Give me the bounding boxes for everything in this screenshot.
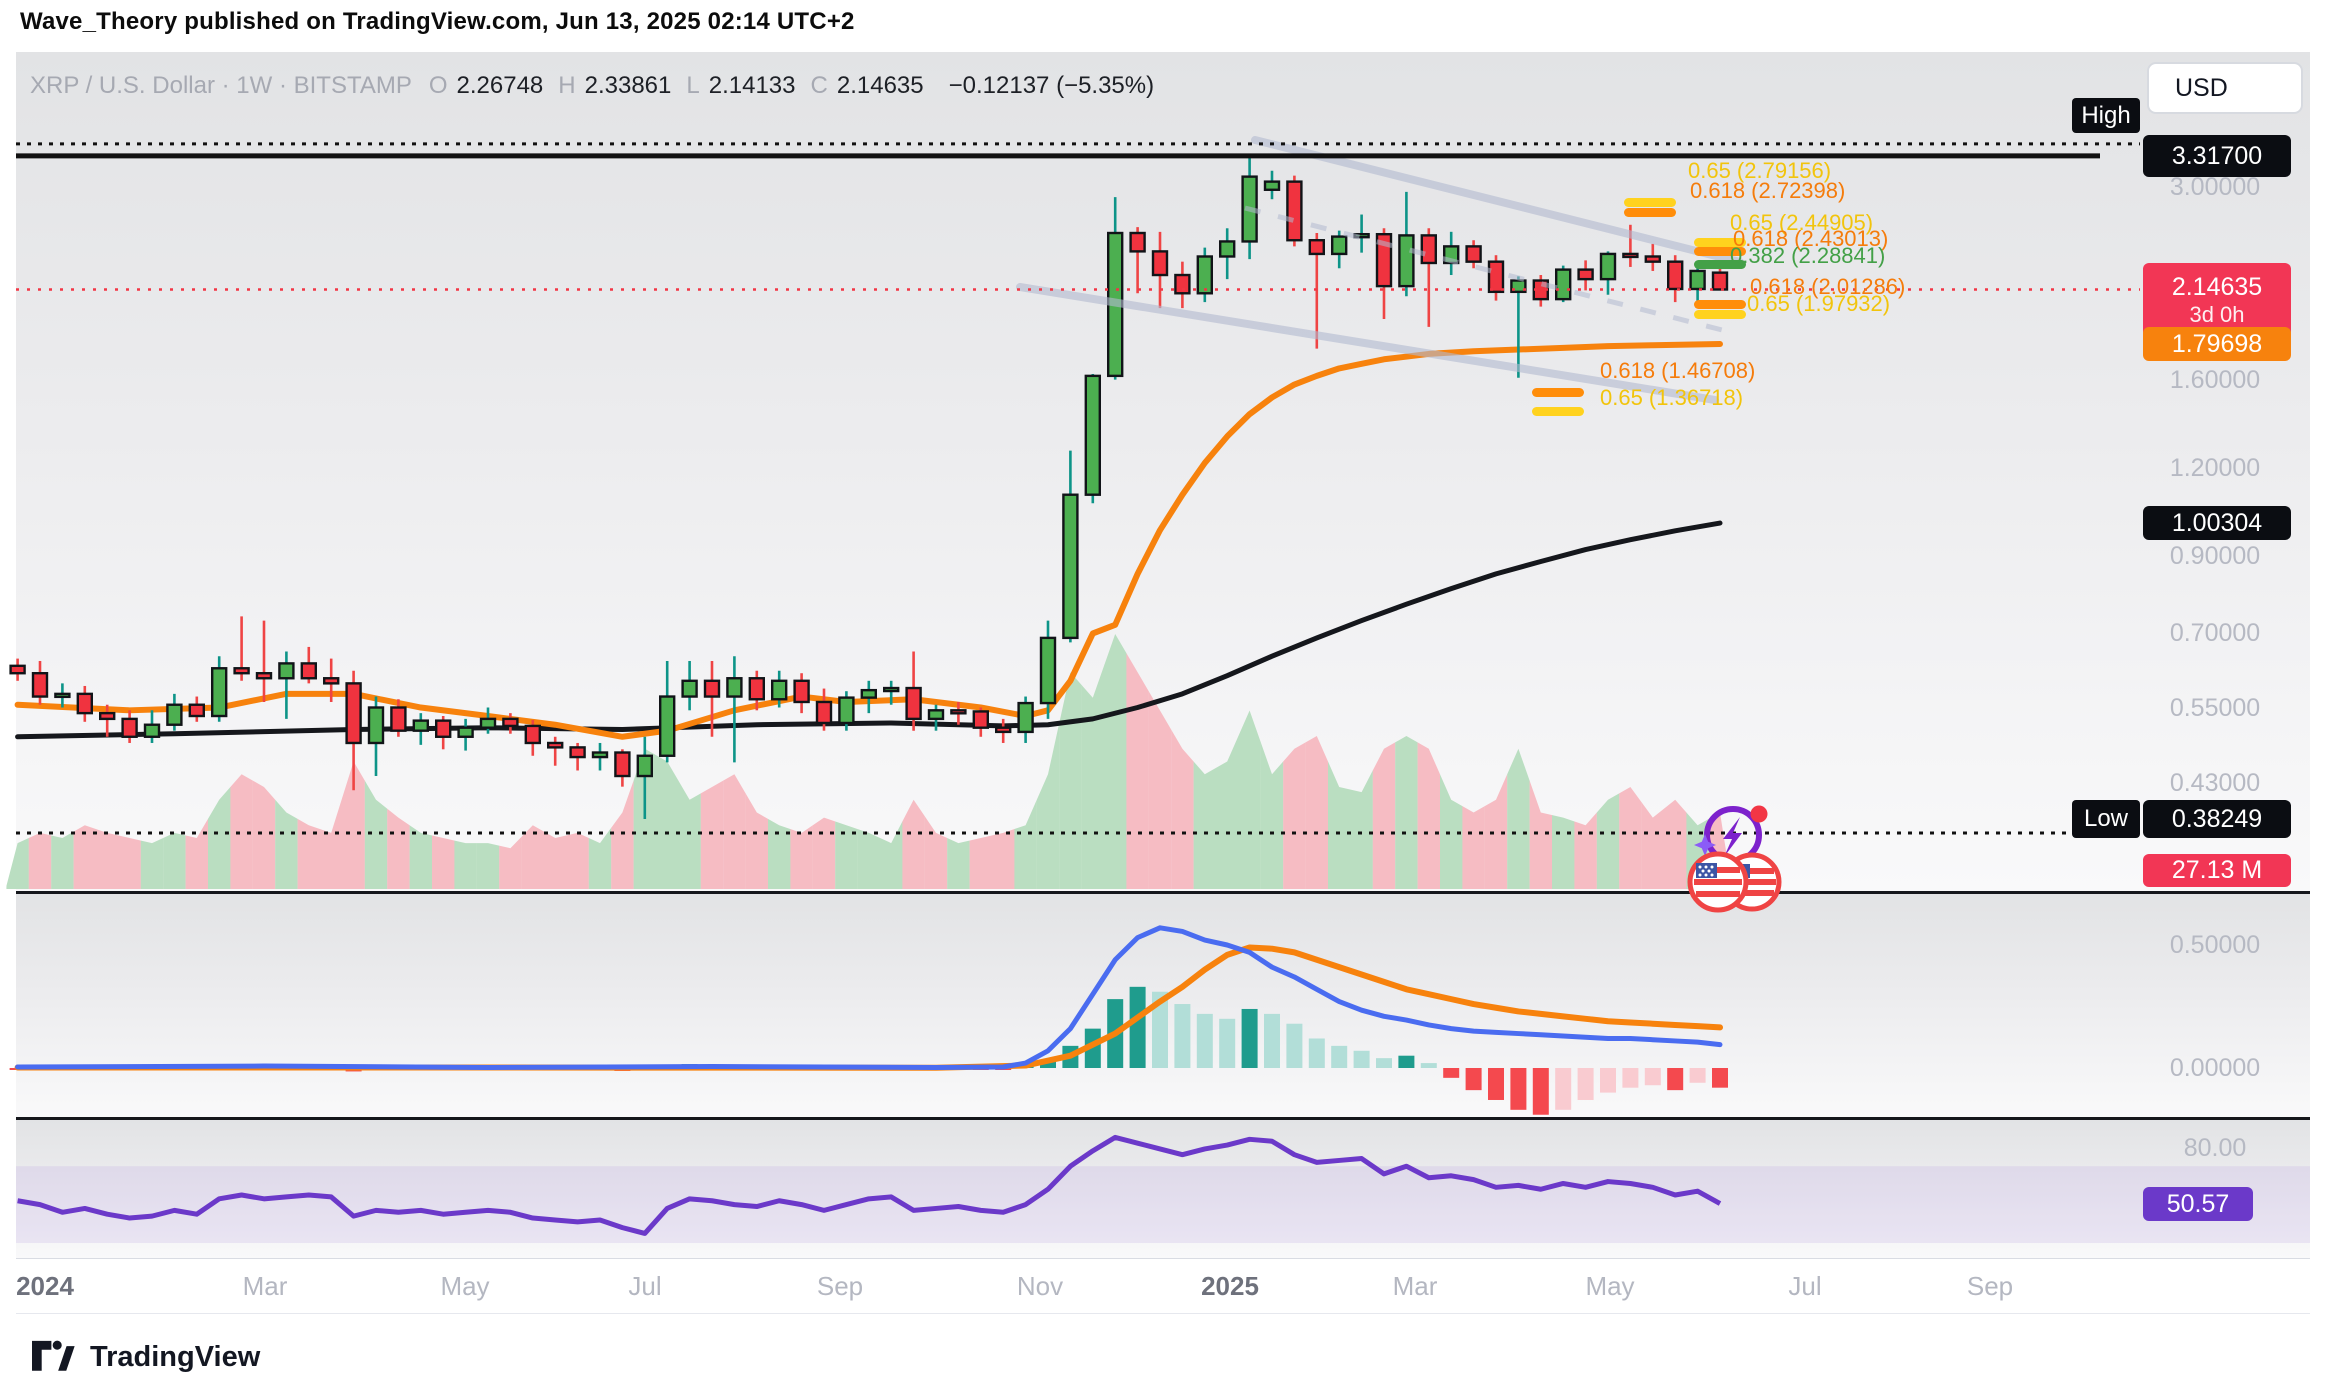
fib-level-segments[interactable] bbox=[1532, 198, 1746, 416]
fib-label: 0.65 (1.36718) bbox=[1600, 385, 1744, 410]
legend: XRP / U.S. Dollar · 1W · BITSTAMP O 2.267… bbox=[30, 72, 1154, 100]
fib-label: 0.618 (2.72398) bbox=[1690, 178, 1846, 203]
time-axis-year-label: 2024 bbox=[16, 1271, 74, 1301]
ohlc-high-label: H bbox=[558, 72, 576, 99]
pane-divider[interactable] bbox=[16, 1117, 2310, 1120]
time-axis-month-label: Nov bbox=[1016, 1271, 1064, 1301]
change-value: −0.12137 (−5.35%) bbox=[948, 72, 1155, 99]
price-axis-label: 0.55000 bbox=[2169, 693, 2261, 722]
fib-label: 0.65 (2.44905) bbox=[1730, 210, 1874, 235]
low-marker-badge: Low bbox=[2072, 800, 2140, 838]
bar-countdown: 3d 0h bbox=[2189, 301, 2245, 327]
time-axis[interactable]: 2024 Mar May Jul Sep Nov 2025 Mar May Jul Sep bbox=[16, 1258, 2310, 1314]
time-axis-month-label: Mar bbox=[242, 1271, 288, 1301]
lightning-bolt-icon bbox=[1723, 817, 1742, 857]
sparkle-icon bbox=[1694, 834, 1716, 856]
currency-toggle-button[interactable]: USD bbox=[2147, 62, 2303, 114]
low-price-badge: 0.38249 bbox=[2143, 800, 2291, 838]
fib-label: 0.618 (2.01286) bbox=[1750, 274, 1906, 299]
price-axis-label: 1.20000 bbox=[2169, 454, 2261, 482]
last-price-value: 2.14635 bbox=[2171, 272, 2263, 301]
rsi-pane[interactable] bbox=[16, 1120, 2310, 1258]
price-axis-label: 0.50000 bbox=[2169, 931, 2261, 959]
time-axis-month-label: May bbox=[440, 1271, 490, 1301]
time-axis-month-label: Mar bbox=[1392, 1271, 1438, 1301]
last-price-badge: 2.14635 3d 0h bbox=[2143, 263, 2291, 337]
time-axis-month-label: Sep bbox=[1966, 1271, 2014, 1301]
time-axis-month-label: May bbox=[1585, 1271, 1635, 1301]
reference-lines bbox=[16, 142, 2140, 835]
fib-label: 0.382 (2.28841) bbox=[1730, 243, 1886, 268]
publish-caption: Wave_Theory published on TradingView.com… bbox=[20, 8, 855, 35]
price-axis-label: 1.60000 bbox=[2169, 365, 2261, 394]
time-axis-month-label: Sep bbox=[816, 1271, 864, 1301]
rsi-layer[interactable] bbox=[16, 1134, 2310, 1243]
price-axis-label: 0.90000 bbox=[2169, 542, 2261, 571]
ma-slow-badge: 1.00304 bbox=[2143, 506, 2291, 540]
ohlc-low-label: L bbox=[686, 72, 700, 99]
tradingview-logo-icon bbox=[32, 1340, 75, 1371]
us-flag-icons[interactable] bbox=[1687, 851, 1782, 913]
fib-label: 0.65 (1.97932) bbox=[1747, 291, 1891, 316]
tradingview-brand: TradingView bbox=[90, 1340, 261, 1373]
ohlc-close-label: C bbox=[810, 72, 828, 99]
ohlc-open-value: 2.26748 bbox=[456, 72, 544, 99]
ohlc-high-value: 2.33861 bbox=[584, 72, 672, 99]
high-marker-badge: High bbox=[2072, 98, 2140, 133]
ohlc-open-label: O bbox=[428, 72, 448, 99]
fib-label: 0.65 (2.79156) bbox=[1688, 158, 1832, 183]
ohlc-low-value: 2.14133 bbox=[708, 72, 796, 99]
attribution[interactable]: TradingView bbox=[30, 1336, 260, 1378]
time-axis-month-label: Jul bbox=[628, 1271, 662, 1301]
time-axis-year-label: 2025 bbox=[1201, 1271, 1259, 1301]
spark-icon[interactable] bbox=[1694, 805, 1768, 864]
fib-label: 0.618 (2.43013) bbox=[1733, 226, 1889, 251]
ohlc-close-value: 2.14635 bbox=[836, 72, 924, 99]
time-axis-month-label: Jul bbox=[1788, 1271, 1822, 1301]
rsi-value-badge: 50.57 bbox=[2143, 1187, 2253, 1221]
price-axis-label: 0.00000 bbox=[2169, 1054, 2261, 1082]
price-axis-label: 80.00 bbox=[2183, 1134, 2247, 1162]
volume-badge: 27.13 M bbox=[2143, 854, 2291, 887]
us-flag-icon-front bbox=[1687, 851, 1749, 913]
pane-divider[interactable] bbox=[16, 891, 2310, 894]
macd-layer[interactable] bbox=[9, 925, 1728, 1115]
high-price-badge: 3.31700 bbox=[2143, 135, 2291, 177]
symbol-title[interactable]: XRP / U.S. Dollar · 1W · BITSTAMP bbox=[30, 72, 412, 99]
notification-dot bbox=[1750, 805, 1768, 823]
fib-label: 0.618 (1.46708) bbox=[1600, 358, 1756, 383]
price-axis-label: 0.70000 bbox=[2169, 619, 2261, 648]
price-axis-label: 3.00000 bbox=[2169, 172, 2261, 201]
ma-fast-badge: 1.79698 bbox=[2143, 327, 2291, 361]
trend-channel[interactable] bbox=[1016, 136, 1744, 404]
price-axis-label: 0.43000 bbox=[2169, 769, 2261, 798]
